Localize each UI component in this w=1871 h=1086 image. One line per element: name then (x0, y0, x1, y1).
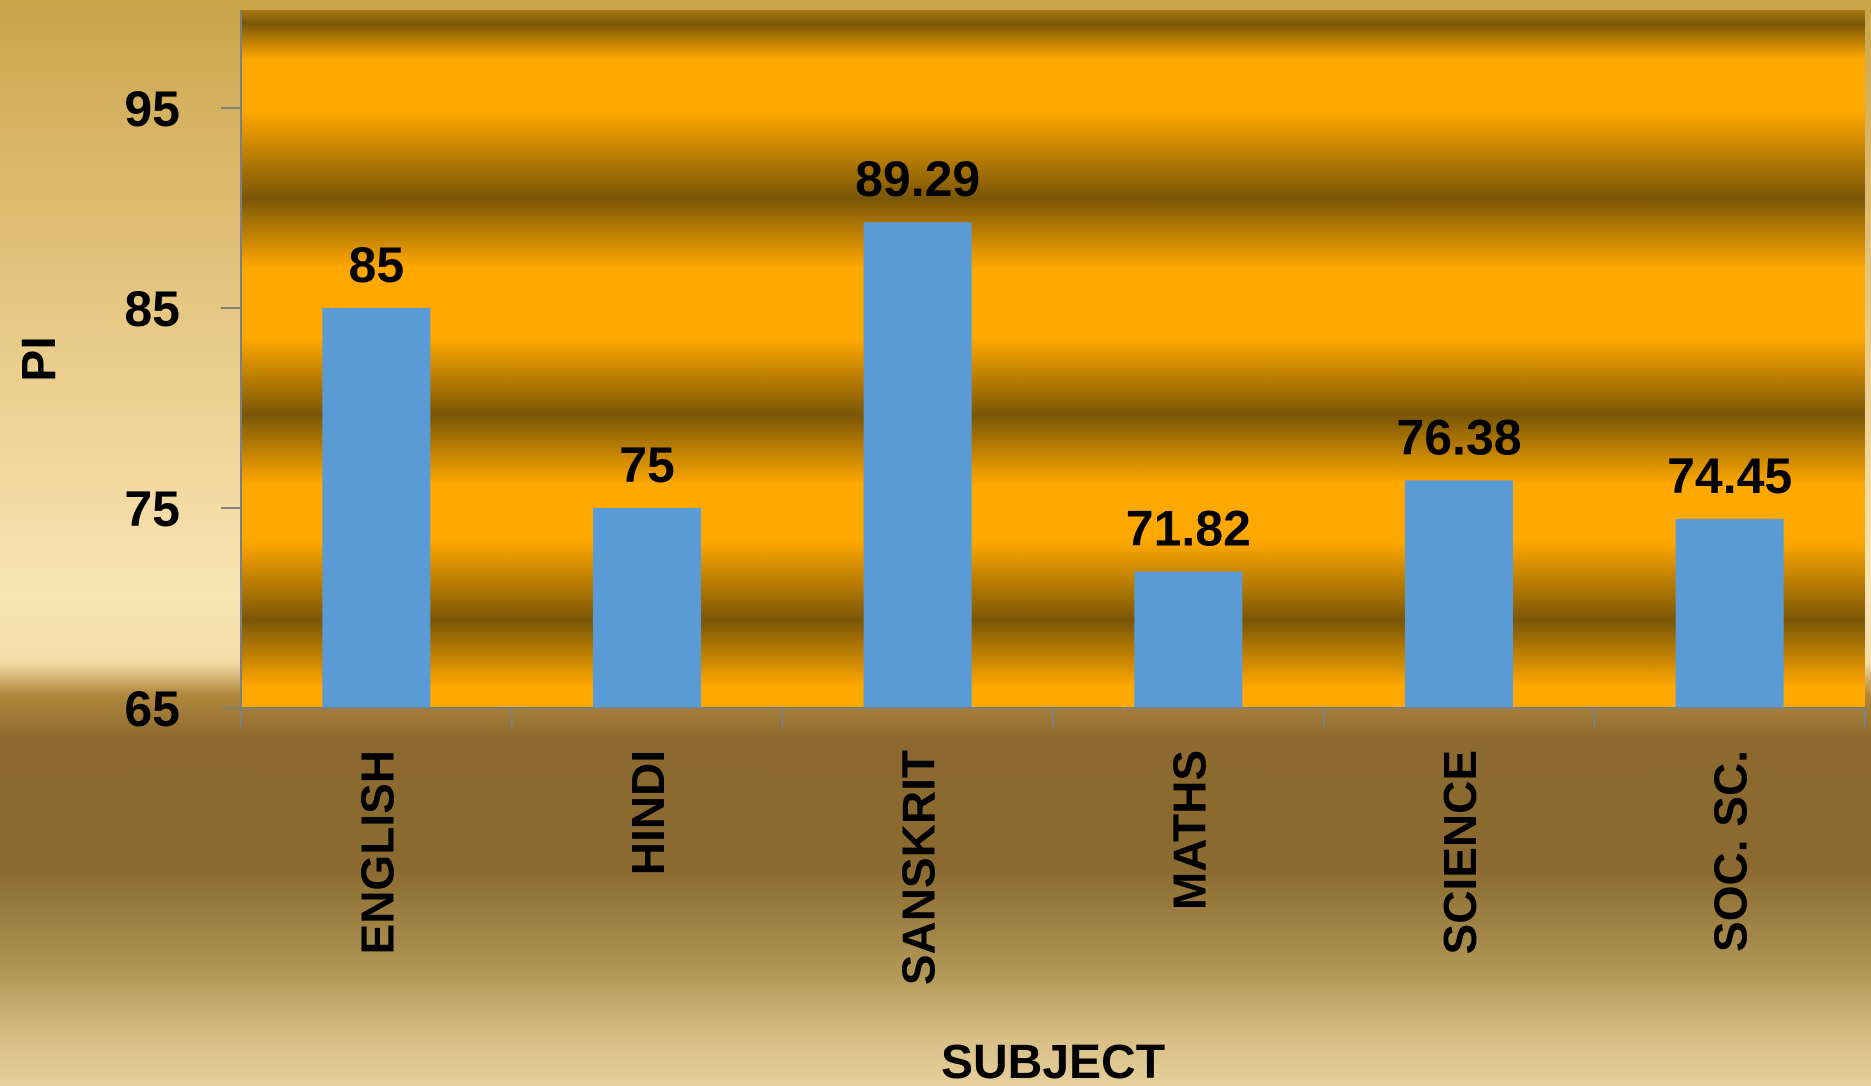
bar (1405, 480, 1513, 708)
bar (863, 222, 972, 708)
y-axis-title: PI (13, 336, 66, 381)
data-label: 76.38 (1396, 409, 1521, 465)
x-tick-label: HINDI (622, 750, 674, 875)
bars (322, 222, 1784, 708)
bar (1675, 519, 1784, 708)
data-label: 75 (619, 437, 675, 493)
bar (593, 508, 701, 708)
plot-area (241, 10, 1865, 708)
data-label: 71.82 (1126, 501, 1251, 557)
data-label: 85 (349, 237, 405, 293)
y-tick-label: 85 (124, 281, 180, 337)
data-label: 89.29 (855, 151, 980, 207)
x-axis: ENGLISH HINDI SANSKRIT MATHS SCIENCE SOC. SC. (240, 707, 1866, 985)
x-axis-title: SUBJECT (941, 1036, 1165, 1086)
x-tick-label: MATHS (1163, 750, 1215, 910)
y-tick-label: 65 (124, 681, 180, 737)
x-tick-label: SOC. SC. (1705, 750, 1757, 952)
x-tick-label: SANSKRIT (893, 750, 945, 985)
x-tick-label: SCIENCE (1434, 750, 1486, 954)
x-tick-label: ENGLISH (351, 750, 403, 954)
y-tick-label: 95 (124, 81, 180, 137)
bar (322, 308, 431, 708)
data-labels: 85 75 89.29 71.82 76.38 74.45 (349, 151, 1793, 556)
y-axis: 65 75 85 95 (124, 10, 242, 737)
data-label: 74.45 (1667, 448, 1792, 504)
bar (1134, 571, 1243, 708)
y-tick-label: 75 (124, 481, 180, 537)
